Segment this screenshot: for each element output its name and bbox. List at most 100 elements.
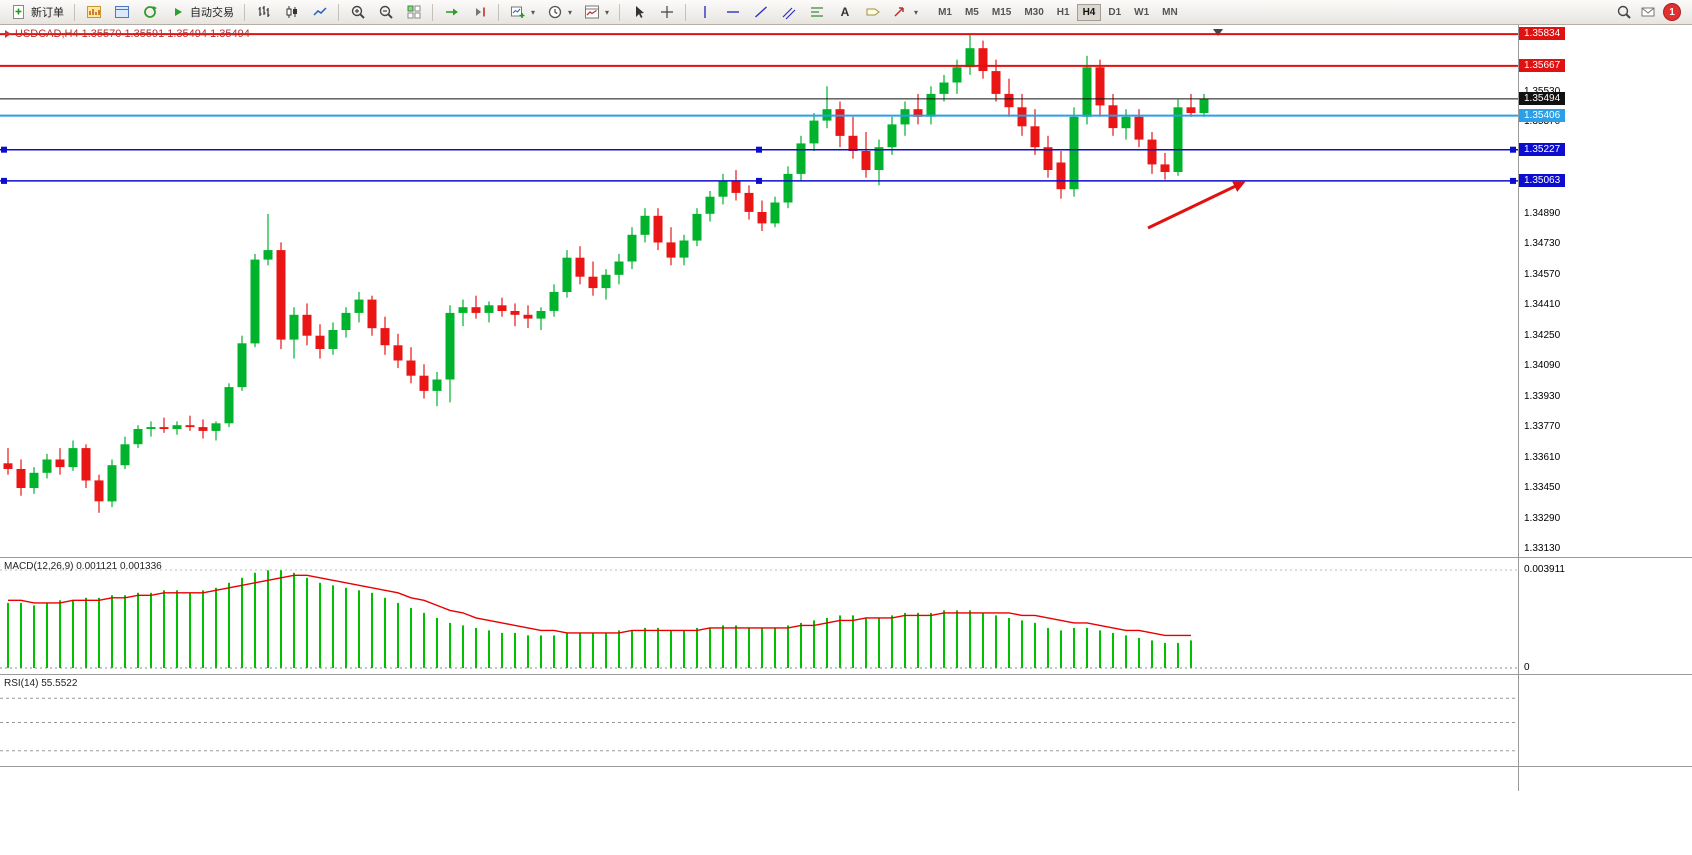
new-order-label: 新订单: [31, 7, 64, 19]
autotrading-button[interactable]: 自动交易: [164, 2, 239, 23]
text-tool-button[interactable]: A: [831, 2, 858, 23]
line-handle[interactable]: [1, 146, 7, 153]
candle-body: [653, 215, 663, 243]
zoom-out-button[interactable]: [372, 2, 399, 23]
timeframe-h1[interactable]: H1: [1051, 4, 1076, 21]
macd-signal-line: [8, 574, 1191, 637]
rsi-chart: [0, 697, 1518, 752]
new-order-button[interactable]: 新订单: [5, 2, 69, 23]
candle-body: [614, 261, 624, 275]
candle-body: [68, 448, 78, 468]
timeframe-m15[interactable]: M15: [986, 4, 1017, 21]
candle-body: [640, 215, 650, 235]
candle-body: [315, 335, 325, 349]
timeframe-d1[interactable]: D1: [1102, 4, 1127, 21]
trendline-tool-button[interactable]: [747, 2, 774, 23]
new-chart-button[interactable]: ▾: [504, 2, 540, 23]
price-axis-label: 1.33290: [1524, 513, 1561, 524]
candle-body: [81, 448, 91, 481]
zoom-in-button[interactable]: [344, 2, 371, 23]
candle-body: [965, 48, 975, 68]
price-badge: 1.35834: [1519, 27, 1566, 40]
candle-body: [796, 143, 806, 174]
line-handle[interactable]: [1510, 146, 1516, 153]
candle-body: [991, 71, 1001, 94]
search-icon[interactable]: [1615, 4, 1632, 21]
cursor-icon: [630, 4, 647, 21]
toolbar: 新订单 自动交易: [0, 0, 1692, 25]
shapes-tool-button[interactable]: ▾: [887, 2, 923, 23]
candle-body: [367, 299, 377, 329]
candle-body: [29, 472, 39, 488]
candle-body: [1095, 67, 1105, 106]
candle-body: [94, 480, 104, 502]
candle-body: [328, 330, 338, 349]
cursor-button[interactable]: [625, 2, 652, 23]
candle-body: [510, 311, 520, 315]
clock-icon: [546, 4, 563, 21]
line-handle[interactable]: [756, 146, 762, 153]
annotation-arrow-head: [1232, 181, 1246, 192]
time-axis[interactable]: [0, 767, 1692, 791]
toolbar-separator: [619, 3, 621, 21]
horizontal-line-tool-button[interactable]: [719, 2, 746, 23]
candle-body: [432, 379, 442, 391]
price-axis-label: 1.33610: [1524, 452, 1561, 463]
price-scale[interactable]: 1.355301.353701.352101.350501.348901.347…: [1518, 25, 1692, 791]
refresh-button[interactable]: [136, 2, 163, 23]
candle-body: [1069, 116, 1079, 190]
fibonacci-tool-button[interactable]: [803, 2, 830, 23]
timeframe-m30[interactable]: M30: [1018, 4, 1049, 21]
annotation-arrow[interactable]: [1147, 183, 1240, 230]
label-tool-icon: [864, 4, 881, 21]
channel-tool-button[interactable]: [775, 2, 802, 23]
candlestick-chart-type-button[interactable]: [278, 2, 305, 23]
line-handle[interactable]: [1510, 177, 1516, 184]
crosshair-button[interactable]: [653, 2, 680, 23]
auto-scroll-icon: [443, 4, 460, 21]
label-tool-button[interactable]: [859, 2, 886, 23]
macd-axis-label: 0: [1524, 662, 1530, 673]
price-axis-label: 1.33130: [1524, 543, 1561, 554]
candle-body: [250, 259, 260, 344]
tile-windows-button[interactable]: [400, 2, 427, 23]
candle-body: [848, 135, 858, 151]
dropdown-caret-icon: ▾: [568, 7, 573, 17]
chart-shift-button[interactable]: [466, 2, 493, 23]
candle-body: [289, 314, 299, 340]
timeframe-h4[interactable]: H4: [1076, 3, 1102, 21]
price-axis-label: 1.34570: [1524, 269, 1561, 280]
charts-button[interactable]: [80, 2, 107, 23]
bar-chart-type-button[interactable]: [250, 2, 277, 23]
mailbox-icon[interactable]: [1639, 4, 1656, 21]
line-handle[interactable]: [756, 177, 762, 184]
indicators-button[interactable]: ▾: [578, 2, 614, 23]
notification-badge[interactable]: 1: [1663, 3, 1681, 21]
timeframe-mn[interactable]: MN: [1156, 4, 1184, 21]
candle-body: [1030, 126, 1040, 148]
line-handle[interactable]: [1, 177, 7, 184]
profiles-button[interactable]: [108, 2, 135, 23]
timeframe-m5[interactable]: M5: [959, 4, 985, 21]
toolbar-separator: [244, 3, 245, 21]
auto-scroll-button[interactable]: [438, 2, 465, 23]
timeframe-m1[interactable]: M1: [932, 4, 958, 21]
vertical-line-tool-button[interactable]: [691, 2, 718, 23]
zoom-out-icon: [377, 4, 394, 21]
candle-body: [458, 307, 468, 313]
candle-body: [692, 213, 702, 241]
crosshair-icon: [658, 4, 675, 21]
price-axis-label: 1.34250: [1524, 330, 1561, 341]
chart-shift-marker[interactable]: [1213, 29, 1223, 36]
toolbar-separator: [338, 3, 339, 21]
candle-body: [939, 82, 949, 94]
candle-body: [757, 212, 767, 224]
period-button[interactable]: ▾: [541, 2, 577, 23]
macd-axis-label: 0.003911: [1524, 564, 1565, 575]
price-badge: 1.35494: [1519, 92, 1566, 105]
candle-body: [302, 314, 312, 336]
timeframe-w1[interactable]: W1: [1128, 4, 1155, 21]
line-chart-type-button[interactable]: [306, 2, 333, 23]
candle-body: [1017, 107, 1027, 127]
candle-body: [159, 427, 169, 429]
